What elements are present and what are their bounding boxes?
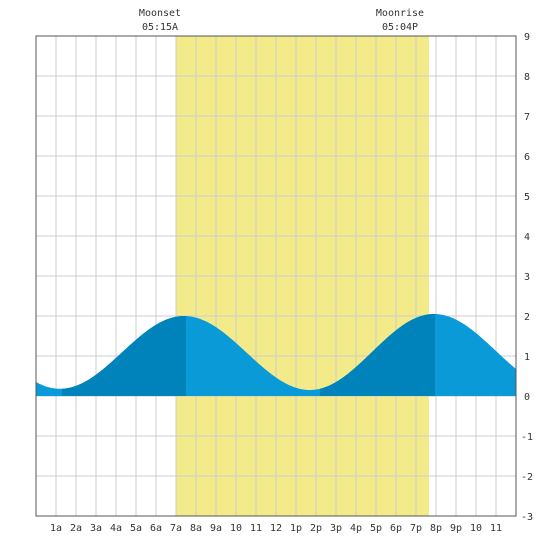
y-tick-label: 2 xyxy=(524,312,530,323)
moonrise-time: 05:04P xyxy=(382,22,418,33)
x-tick-label: 3a xyxy=(90,523,102,534)
y-tick-label: 9 xyxy=(524,32,530,43)
x-tick-label: 10 xyxy=(230,523,242,534)
plot-frame xyxy=(35,35,517,517)
y-tick-label: 7 xyxy=(524,112,530,123)
x-tick-label: 11 xyxy=(250,523,262,534)
tide-rising-shade xyxy=(320,314,435,396)
x-tick-label: 11 xyxy=(490,523,502,534)
y-tick-label: 6 xyxy=(524,152,530,163)
x-tick-label: 2p xyxy=(310,523,322,534)
y-tick-label: 0 xyxy=(524,392,530,403)
moonrise-label: Moonrise xyxy=(376,8,424,19)
y-tick-labels: -3 -2 -1 0 1 2 3 4 5 6 7 8 9 xyxy=(521,32,533,523)
x-tick-label: 3p xyxy=(330,523,342,534)
x-tick-label: 10 xyxy=(470,523,482,534)
x-tick-label: 2a xyxy=(70,523,82,534)
x-tick-label: 6a xyxy=(150,523,162,534)
grid-layer xyxy=(36,35,516,517)
moonset-label: Moonset xyxy=(139,8,181,19)
y-tick-label: 4 xyxy=(524,232,530,243)
x-tick-label: 5a xyxy=(130,523,142,534)
y-tick-label: -3 xyxy=(521,512,533,523)
x-tick-label: 12 xyxy=(270,523,282,534)
x-tick-label: 1a xyxy=(50,523,62,534)
y-tick-label: -1 xyxy=(521,432,533,443)
y-tick-label: 3 xyxy=(524,272,530,283)
x-tick-label: 4p xyxy=(350,523,362,534)
y-tick-label: -2 xyxy=(521,472,533,483)
y-tick-label: 8 xyxy=(524,72,530,83)
x-tick-labels: 1a 2a 3a 4a 5a 6a 7a 8a 9a 10 11 12 1p 2p 3p 4p 5p 6p 7p 8p… xyxy=(50,523,502,534)
x-tick-label: 5p xyxy=(370,523,382,534)
x-tick-label: 8p xyxy=(430,523,442,534)
x-tick-label: 7a xyxy=(170,523,182,534)
moonset-time: 05:15A xyxy=(142,22,178,33)
x-tick-label: 8a xyxy=(190,523,202,534)
tide-rising-shade xyxy=(62,316,186,396)
y-tick-label: 1 xyxy=(524,352,530,363)
x-tick-label: 4a xyxy=(110,523,122,534)
x-tick-label: 9p xyxy=(450,523,462,534)
x-tick-label: 7p xyxy=(410,523,422,534)
x-tick-label: 1p xyxy=(290,523,302,534)
tide-area-layer xyxy=(36,314,516,396)
x-tick-label: 9a xyxy=(210,523,222,534)
x-tick-label: 6p xyxy=(390,523,402,534)
y-tick-label: 5 xyxy=(524,192,530,203)
